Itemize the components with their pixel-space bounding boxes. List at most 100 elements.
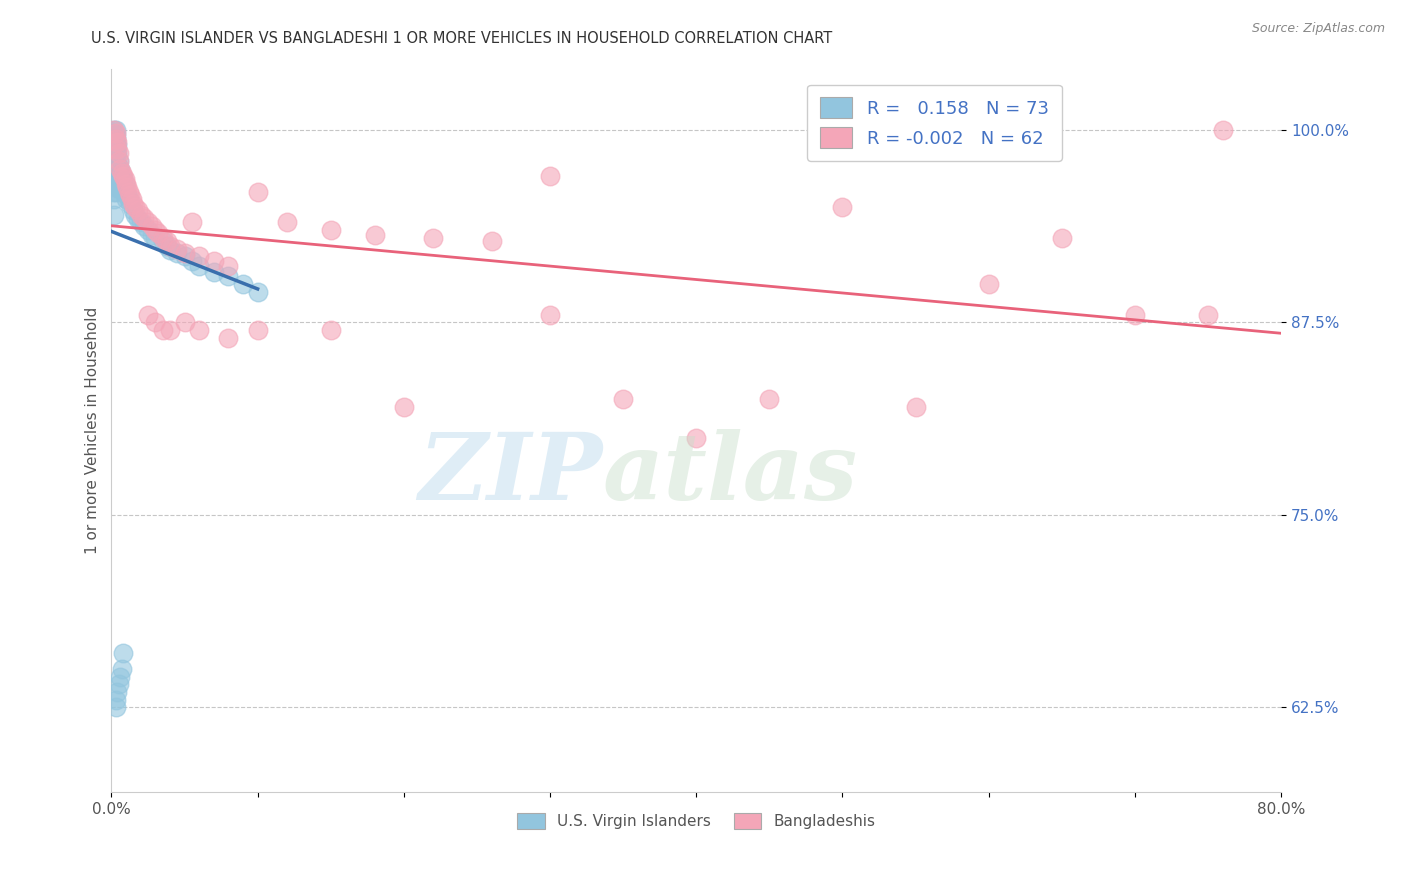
Point xyxy=(977,277,1000,291)
Point xyxy=(108,669,131,683)
Point xyxy=(103,208,125,222)
Point xyxy=(132,219,155,233)
Point xyxy=(118,185,141,199)
Point xyxy=(104,132,127,146)
Point xyxy=(136,223,159,237)
Point xyxy=(173,249,195,263)
Point xyxy=(108,161,131,176)
Point xyxy=(136,215,159,229)
Point xyxy=(173,316,195,330)
Point xyxy=(143,231,166,245)
Point xyxy=(127,203,149,218)
Point xyxy=(319,223,342,237)
Point xyxy=(103,146,125,161)
Point xyxy=(118,192,141,206)
Point xyxy=(115,192,138,206)
Point xyxy=(148,226,170,240)
Point xyxy=(101,185,124,199)
Point xyxy=(612,392,634,407)
Text: ZIP: ZIP xyxy=(419,429,603,518)
Point xyxy=(104,132,127,146)
Point xyxy=(105,136,128,150)
Text: U.S. VIRGIN ISLANDER VS BANGLADESHI 1 OR MORE VEHICLES IN HOUSEHOLD CORRELATION : U.S. VIRGIN ISLANDER VS BANGLADESHI 1 OR… xyxy=(91,31,832,46)
Point xyxy=(103,126,125,140)
Point xyxy=(104,128,127,142)
Point xyxy=(246,185,269,199)
Point xyxy=(101,146,124,161)
Point xyxy=(202,254,225,268)
Point xyxy=(103,192,125,206)
Point xyxy=(141,227,163,242)
Point xyxy=(152,234,174,248)
Point xyxy=(122,203,145,218)
Point xyxy=(217,331,239,345)
Point xyxy=(108,161,131,176)
Point xyxy=(246,323,269,337)
Point xyxy=(159,238,181,252)
Point xyxy=(1212,123,1234,137)
Point xyxy=(117,187,139,202)
Point xyxy=(101,138,124,153)
Point xyxy=(152,231,174,245)
Y-axis label: 1 or more Vehicles in Household: 1 or more Vehicles in Household xyxy=(86,307,100,554)
Point xyxy=(188,249,211,263)
Point xyxy=(107,161,129,176)
Point xyxy=(1123,308,1146,322)
Point xyxy=(143,316,166,330)
Point xyxy=(105,142,128,156)
Point xyxy=(363,227,385,242)
Point xyxy=(246,285,269,299)
Point xyxy=(103,123,125,137)
Point xyxy=(111,662,134,676)
Point xyxy=(104,169,127,184)
Point xyxy=(104,177,127,191)
Point xyxy=(111,166,134,180)
Point xyxy=(319,323,342,337)
Point xyxy=(103,161,125,176)
Point xyxy=(141,219,163,233)
Point xyxy=(481,234,503,248)
Point xyxy=(112,172,135,186)
Point xyxy=(115,177,138,191)
Point xyxy=(105,180,128,194)
Point xyxy=(105,146,128,161)
Point xyxy=(202,265,225,279)
Point xyxy=(111,177,134,191)
Point xyxy=(103,123,125,137)
Point xyxy=(132,211,155,225)
Point xyxy=(107,172,129,186)
Point xyxy=(112,180,135,194)
Point xyxy=(180,215,202,229)
Point xyxy=(173,246,195,260)
Point xyxy=(136,308,159,322)
Point xyxy=(105,157,128,171)
Point xyxy=(104,700,127,714)
Point xyxy=(127,212,149,227)
Point xyxy=(101,153,124,168)
Point xyxy=(124,208,146,222)
Point xyxy=(904,400,927,414)
Point xyxy=(538,169,561,184)
Point xyxy=(103,177,125,191)
Point xyxy=(159,323,181,337)
Point xyxy=(422,231,444,245)
Point xyxy=(217,269,239,284)
Point xyxy=(104,161,127,176)
Point xyxy=(104,692,127,706)
Point xyxy=(112,647,135,661)
Point xyxy=(107,153,129,168)
Point xyxy=(114,177,136,191)
Point xyxy=(180,254,202,268)
Point xyxy=(129,215,152,229)
Point xyxy=(166,242,188,256)
Point xyxy=(831,200,853,214)
Point xyxy=(108,169,131,184)
Point xyxy=(108,180,131,194)
Point xyxy=(392,400,415,414)
Point xyxy=(107,153,129,168)
Point xyxy=(114,172,136,186)
Point xyxy=(105,169,128,184)
Point xyxy=(104,126,127,140)
Point xyxy=(115,185,138,199)
Point xyxy=(120,187,142,202)
